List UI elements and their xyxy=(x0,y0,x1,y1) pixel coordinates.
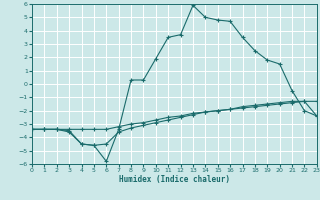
X-axis label: Humidex (Indice chaleur): Humidex (Indice chaleur) xyxy=(119,175,230,184)
